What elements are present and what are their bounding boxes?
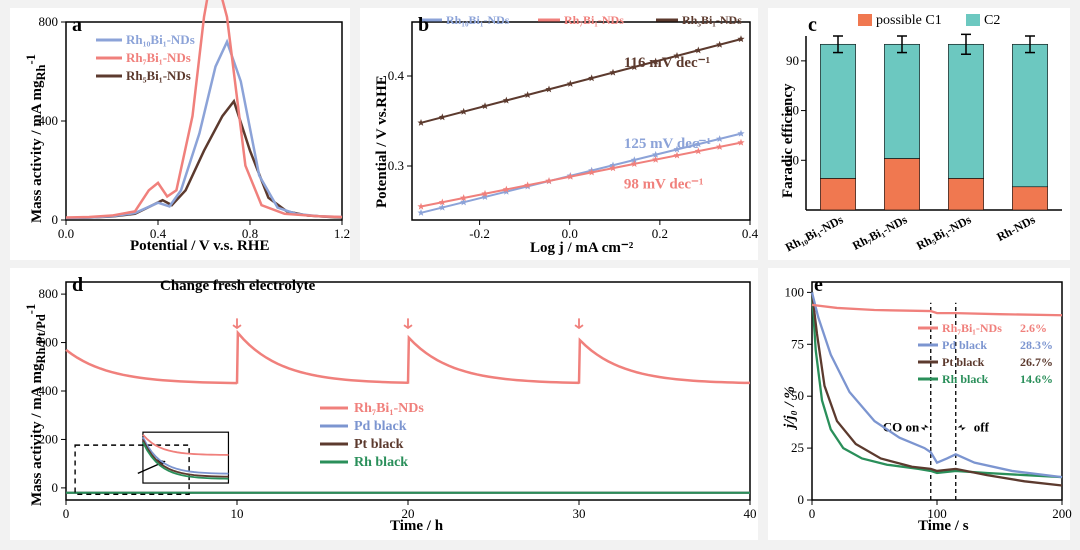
svg-text:-0.2: -0.2 xyxy=(469,226,490,241)
svg-text:Pd black: Pd black xyxy=(942,338,987,352)
panel-b: -0.20.00.20.40.30.4116 mV dec⁻¹125 mV de… xyxy=(360,8,758,260)
svg-text:800: 800 xyxy=(39,286,59,301)
panel-d-ylabel: Mass activity / mA mgRh/Pt/Pd-1 xyxy=(24,304,49,506)
svg-text:Rh₅Bi₁-NDs: Rh₅Bi₁-NDs xyxy=(682,13,742,27)
svg-text:0.4: 0.4 xyxy=(742,226,759,241)
svg-text:off: off xyxy=(974,419,990,434)
svg-text:Rh₁₀Bi₁-NDs: Rh₁₀Bi₁-NDs xyxy=(126,32,195,47)
svg-text:116 mV dec⁻¹: 116 mV dec⁻¹ xyxy=(624,55,710,71)
svg-text:Pt black: Pt black xyxy=(354,437,404,452)
panel-c: 306090Rh₁₀Bi₁-NDsRh₇Bi₁-NDsRh₅Bi₁-NDsRh-… xyxy=(768,8,1070,260)
svg-text:CO on: CO on xyxy=(883,419,920,434)
svg-text:30: 30 xyxy=(573,506,586,521)
svg-text:10: 10 xyxy=(231,506,244,521)
panel-e-xlabel: Time / s xyxy=(918,518,969,535)
svg-text:28.3%: 28.3% xyxy=(1020,338,1053,352)
svg-text:0: 0 xyxy=(798,492,805,507)
panel-a: 0.00.40.81.20400800Rh₁₀Bi₁-NDsRh₇Bi₁-NDs… xyxy=(10,8,350,260)
svg-text:Rh₅Bi₁-NDs: Rh₅Bi₁-NDs xyxy=(914,212,974,253)
panel-c-label: c xyxy=(808,14,817,37)
chart-d: 0102030400200400600800Rh₇Bi₁-NDsPd black… xyxy=(10,268,758,540)
chart-e: 01002000255075100CO onoffRh₇Bi₁-NDs2.6%P… xyxy=(768,268,1070,540)
svg-text:90: 90 xyxy=(786,53,799,68)
svg-text:0: 0 xyxy=(63,506,70,521)
svg-text:0: 0 xyxy=(52,480,59,495)
svg-text:0.2: 0.2 xyxy=(652,226,668,241)
chart-b: -0.20.00.20.40.30.4116 mV dec⁻¹125 mV de… xyxy=(360,8,758,260)
svg-text:Pt black: Pt black xyxy=(942,355,985,369)
panel-a-xlabel: Potential / V v.s. RHE xyxy=(130,238,269,255)
panel-b-ylabel: Potential / V vs.RHE xyxy=(374,75,391,208)
svg-text:125 mV dec⁻¹: 125 mV dec⁻¹ xyxy=(624,136,711,152)
chart-a: 0.00.40.81.20400800Rh₁₀Bi₁-NDsRh₇Bi₁-NDs… xyxy=(10,8,350,260)
panel-b-xlabel: Log j / mA cm⁻² xyxy=(530,238,633,257)
svg-text:100: 100 xyxy=(785,284,805,299)
panel-c-ylabel: Faradic efficiency xyxy=(780,83,797,198)
svg-text:26.7%: 26.7% xyxy=(1020,355,1053,369)
svg-text:Rh₇Bi₁-NDs: Rh₇Bi₁-NDs xyxy=(126,50,191,65)
svg-text:Rh₁₀Bi₁-NDs: Rh₁₀Bi₁-NDs xyxy=(446,13,510,27)
svg-text:Rh₇Bi₁-NDs: Rh₇Bi₁-NDs xyxy=(942,321,1002,335)
svg-text:2.6%: 2.6% xyxy=(1020,321,1047,335)
svg-text:Rh-NDs: Rh-NDs xyxy=(994,212,1037,244)
svg-text:98 mV dec⁻¹: 98 mV dec⁻¹ xyxy=(624,177,704,193)
svg-text:0: 0 xyxy=(52,212,59,227)
panel-e-ylabel: j/j₀ / % xyxy=(782,386,799,428)
svg-text:25: 25 xyxy=(791,440,804,455)
panel-d-xlabel: Time / h xyxy=(390,518,443,535)
svg-text:800: 800 xyxy=(39,14,59,29)
svg-text:Rh₁₀Bi₁-NDs: Rh₁₀Bi₁-NDs xyxy=(783,212,846,254)
svg-text:C2: C2 xyxy=(984,13,1000,28)
svg-text:Rh₅Bi₁-NDs: Rh₅Bi₁-NDs xyxy=(126,68,191,83)
svg-text:0: 0 xyxy=(809,506,816,521)
svg-text:Rh black: Rh black xyxy=(354,455,408,470)
panel-d-annot: Change fresh electrolyte xyxy=(160,278,315,295)
panel-d: 0102030400200400600800Rh₇Bi₁-NDsPd black… xyxy=(10,268,758,540)
svg-text:Rh₇Bi₁-NDs: Rh₇Bi₁-NDs xyxy=(354,401,424,416)
svg-text:200: 200 xyxy=(1052,506,1072,521)
svg-text:0.0: 0.0 xyxy=(58,226,74,241)
panel-b-label: b xyxy=(418,14,429,37)
svg-text:Rh black: Rh black xyxy=(942,372,989,386)
panel-e-label: e xyxy=(814,274,823,297)
svg-text:1.2: 1.2 xyxy=(334,226,350,241)
panel-a-label: a xyxy=(72,14,82,37)
panel-d-label: d xyxy=(72,274,83,297)
panel-e: 01002000255075100CO onoffRh₇Bi₁-NDs2.6%P… xyxy=(768,268,1070,540)
svg-text:75: 75 xyxy=(791,336,804,351)
panel-a-ylabel: Mass activity / mA mgRh-1 xyxy=(24,54,49,223)
svg-text:14.6%: 14.6% xyxy=(1020,372,1053,386)
svg-text:possible C1: possible C1 xyxy=(876,13,942,28)
svg-text:40: 40 xyxy=(744,506,757,521)
svg-text:Rh₇Bi₁-NDs: Rh₇Bi₁-NDs xyxy=(850,212,910,253)
svg-text:Pd black: Pd black xyxy=(354,419,407,434)
svg-text:Rh₇Bi₁-NDs: Rh₇Bi₁-NDs xyxy=(564,13,624,27)
chart-c: 306090Rh₁₀Bi₁-NDsRh₇Bi₁-NDsRh₅Bi₁-NDsRh-… xyxy=(768,8,1070,260)
